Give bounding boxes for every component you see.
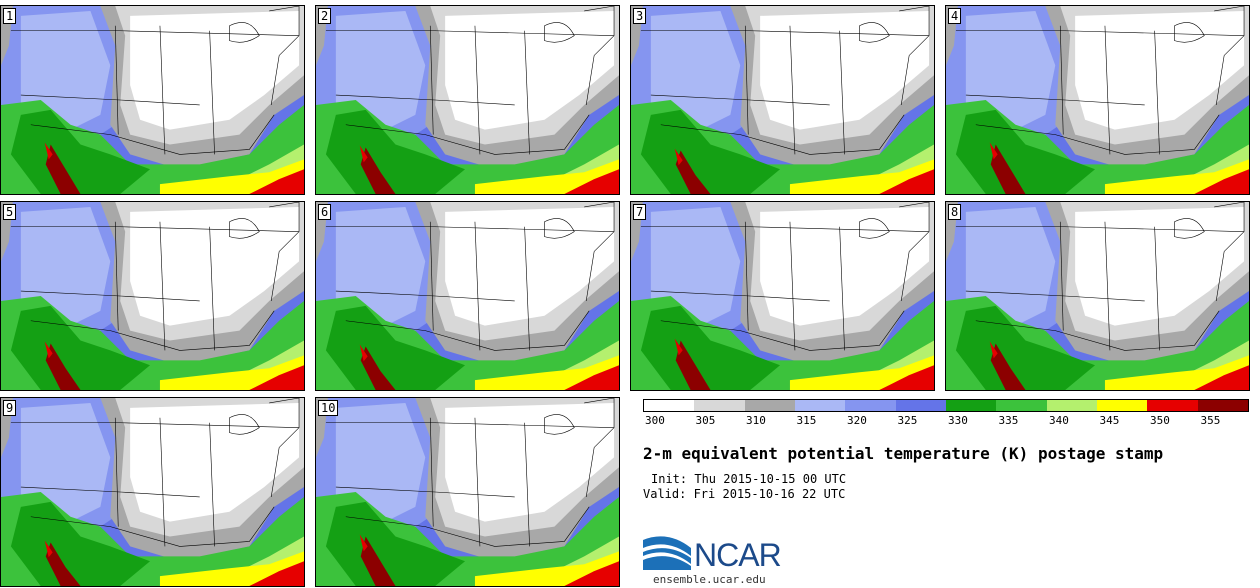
member-number-label: 3 — [633, 8, 647, 24]
ensemble-member-map: 6 — [315, 201, 620, 391]
ensemble-member-map: 5 — [0, 201, 305, 391]
ncar-logo-icon — [643, 536, 691, 570]
colorbar-tick-label: 340 — [1049, 414, 1069, 427]
ensemble-member-map: 9 — [0, 397, 305, 587]
ensemble-member-map: 3 — [630, 5, 935, 195]
colorbar-segment — [644, 400, 695, 411]
colorbar-tick-label: 320 — [847, 414, 867, 427]
colorbar-segment — [1147, 400, 1198, 411]
ensemble-member-map: 4 — [945, 5, 1250, 195]
ensemble-member-map: 2 — [315, 5, 620, 195]
member-number-label: 2 — [318, 8, 332, 24]
colorbar-segment — [794, 400, 846, 411]
member-number-label: 6 — [318, 204, 332, 220]
colorbar-tick-label: 335 — [998, 414, 1019, 427]
init-time: Init: Thu 2015-10-15 00 UTC — [651, 472, 847, 486]
ensemble-member-map: 1 — [0, 5, 305, 195]
figure-title: 2-m equivalent potential temperature (K)… — [643, 444, 1164, 463]
colorbar-tick-label: 300 — [645, 414, 665, 427]
colorbar-tick-label: 345 — [1099, 414, 1120, 427]
colorbar-segment — [1046, 400, 1097, 411]
ensemble-member-map: 8 — [945, 201, 1250, 391]
member-number-label: 1 — [3, 8, 17, 24]
colorbar-segment — [1197, 400, 1248, 411]
colorbar-labels: 300 305 310 315 320 325 330 335 340 345 350 355 — [643, 414, 1249, 430]
member-number-label: 4 — [948, 8, 962, 24]
member-number-label: 9 — [3, 400, 17, 416]
member-number-label: 10 — [318, 400, 339, 416]
colorbar-tick-label: 310 — [746, 414, 766, 427]
colorbar — [643, 399, 1249, 412]
colorbar-tick-label: 305 — [695, 414, 716, 427]
colorbar-segment — [1096, 400, 1148, 411]
member-number-label: 7 — [633, 204, 647, 220]
member-number-label: 8 — [948, 204, 962, 220]
source-url: ensemble.ucar.edu — [653, 573, 766, 586]
colorbar-tick-label: 355 — [1200, 414, 1221, 427]
colorbar-tick-label: 325 — [897, 414, 918, 427]
member-number-label: 5 — [3, 204, 17, 220]
colorbar-segment — [945, 400, 997, 411]
ensemble-member-map: 7 — [630, 201, 935, 391]
ensemble-member-map: 10 — [315, 397, 620, 587]
colorbar-segment — [895, 400, 946, 411]
colorbar-tick-label: 330 — [948, 414, 968, 427]
colorbar-tick-label: 350 — [1150, 414, 1170, 427]
colorbar-segment — [744, 400, 795, 411]
colorbar-segment — [996, 400, 1047, 411]
ncar-logo-text: NCAR — [694, 537, 782, 573]
valid-time: Valid: Fri 2015-10-16 22 UTC — [643, 487, 846, 501]
colorbar-segment — [845, 400, 896, 411]
colorbar-segment — [694, 400, 745, 411]
colorbar-tick-label: 315 — [796, 414, 817, 427]
